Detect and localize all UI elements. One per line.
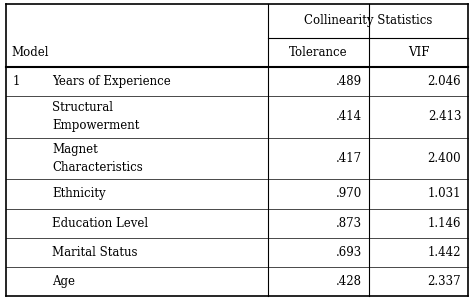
Text: 1.146: 1.146 <box>428 217 461 230</box>
Text: 1.442: 1.442 <box>428 246 461 259</box>
Text: 1.031: 1.031 <box>428 188 461 200</box>
Text: .414: .414 <box>336 110 362 123</box>
Text: 2.400: 2.400 <box>428 152 461 165</box>
Text: .417: .417 <box>336 152 362 165</box>
Text: 2.046: 2.046 <box>428 75 461 88</box>
Text: .693: .693 <box>336 246 362 259</box>
Text: VIF: VIF <box>408 46 429 59</box>
Text: Collinearity Statistics: Collinearity Statistics <box>304 14 432 27</box>
Text: Empowerment: Empowerment <box>52 119 139 132</box>
Text: Model: Model <box>11 46 49 59</box>
Text: Age: Age <box>52 275 75 288</box>
Text: Years of Experience: Years of Experience <box>52 75 171 88</box>
Text: 1: 1 <box>13 75 20 88</box>
Text: .489: .489 <box>336 75 362 88</box>
Text: Education Level: Education Level <box>52 217 148 230</box>
Text: Characteristics: Characteristics <box>52 161 143 174</box>
Text: Marital Status: Marital Status <box>52 246 137 259</box>
Text: Structural: Structural <box>52 101 113 114</box>
Text: .428: .428 <box>336 275 362 288</box>
Text: .970: .970 <box>336 188 362 200</box>
Text: 2.337: 2.337 <box>428 275 461 288</box>
Text: Tolerance: Tolerance <box>289 46 347 59</box>
Text: Magnet: Magnet <box>52 143 98 156</box>
Text: Ethnicity: Ethnicity <box>52 188 106 200</box>
Text: .873: .873 <box>336 217 362 230</box>
Text: 2.413: 2.413 <box>428 110 461 123</box>
